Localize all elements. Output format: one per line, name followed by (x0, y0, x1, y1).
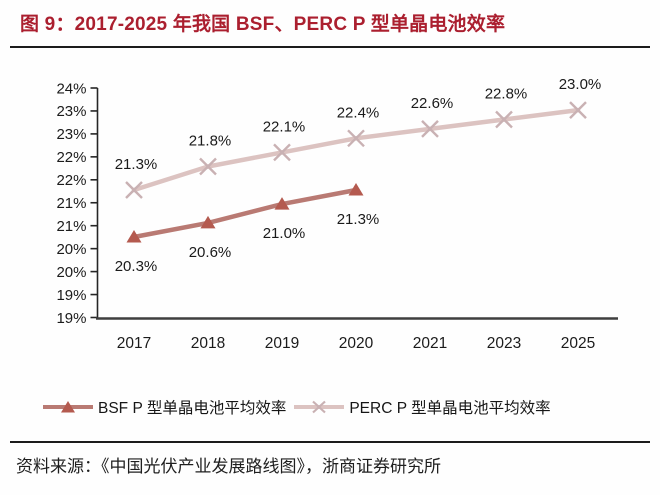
y-axis-tick-label: 21% (56, 195, 86, 212)
data-label: 21.3% (115, 156, 158, 173)
x-axis-label: 2021 (413, 335, 447, 352)
legend-label-perc: PERC P 型单晶电池平均效率 (349, 400, 551, 417)
y-axis-tick-label: 20% (56, 241, 86, 258)
y-axis-tick-label: 23% (56, 103, 86, 120)
y-axis-tick-label: 22% (56, 149, 86, 166)
data-label: 22.4% (337, 104, 380, 121)
x-axis-label: 2025 (561, 335, 595, 352)
figure-title: 图 9：2017-2025 年我国 BSF、PERC P 型单晶电池效率 (20, 14, 506, 35)
data-label: 22.1% (263, 118, 306, 135)
marker-triangle-icon (126, 230, 142, 243)
footer-divider (10, 441, 650, 443)
x-axis-label: 2020 (339, 335, 374, 352)
data-label: 22.6% (411, 95, 454, 112)
marker-x-icon (199, 157, 217, 176)
y-axis-tick-label: 19% (56, 287, 86, 304)
marker-triangle-icon (348, 183, 364, 196)
legend-label-bsf: BSF P 型单晶电池平均效率 (98, 400, 287, 417)
data-label: 21.8% (189, 133, 232, 150)
legend-item-bsf: BSF P 型单晶电池平均效率 (43, 396, 286, 418)
data-label: 21.0% (263, 225, 306, 242)
marker-x-icon (273, 143, 291, 162)
legend-item-perc: PERC P 型单晶电池平均效率 (294, 396, 551, 418)
x-axis-label: 2023 (487, 335, 521, 352)
marker-x-icon (421, 120, 439, 138)
marker-triangle-icon (200, 215, 216, 229)
y-axis-tick-label: 22% (56, 172, 86, 189)
bsf-legend-marker-icon (43, 401, 93, 413)
y-axis-tick-label: 20% (56, 264, 86, 281)
data-label: 23.0% (559, 76, 602, 93)
y-axis-tick-label: 21% (56, 218, 86, 235)
marker-x-icon (347, 129, 365, 148)
title-divider (10, 46, 650, 48)
x-axis-label: 2017 (117, 335, 151, 352)
chart-legend: BSF P 型单晶电池平均效率 PERC P 型单晶电池平均效率 (43, 396, 551, 418)
series-line-perc (131, 107, 581, 193)
data-label: 21.3% (337, 211, 380, 228)
data-label: 20.3% (115, 258, 158, 275)
marker-triangle-icon (274, 197, 290, 210)
y-axis-tick-label: 23% (56, 126, 86, 143)
x-axis-label: 2018 (191, 335, 225, 352)
marker-x-icon (569, 101, 587, 119)
perc-legend-marker-icon (294, 400, 345, 414)
y-axis-tick-label: 24% (56, 80, 86, 97)
data-label: 22.8% (485, 86, 528, 103)
data-label: 20.6% (189, 244, 232, 261)
x-axis-label: 2019 (265, 335, 299, 352)
y-axis-tick-label: 19% (56, 310, 86, 327)
source-note: 资料来源：《中国光伏产业发展路线图》，浙商证券研究所 (16, 457, 441, 476)
marker-x-icon (125, 181, 143, 199)
marker-x-icon (495, 110, 513, 129)
series-line-bsf (131, 187, 359, 240)
